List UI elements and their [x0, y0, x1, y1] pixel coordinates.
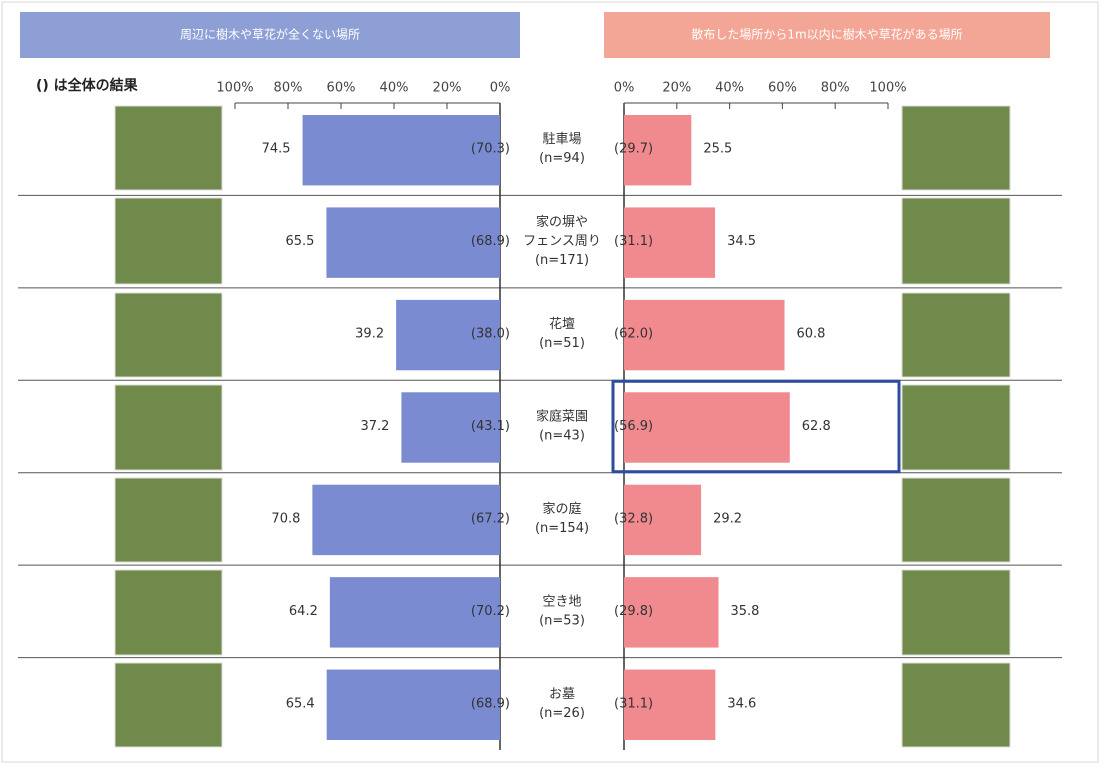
- right-header-text: 散布した場所から1m以内に樹木や草花がある場所: [691, 27, 962, 42]
- photo: [115, 570, 222, 655]
- photo: [902, 570, 1010, 655]
- value-label: 37.2: [360, 419, 389, 434]
- overall-label: (68.9): [471, 696, 510, 711]
- value-label: 65.5: [285, 234, 314, 249]
- photo: [902, 385, 1010, 470]
- x-tick-label: 80%: [821, 81, 850, 96]
- category-label: (n=171): [535, 253, 589, 268]
- category-label: (n=154): [535, 521, 589, 536]
- photo: [902, 663, 1010, 747]
- category-label: (n=26): [539, 706, 585, 721]
- photo: [115, 198, 222, 284]
- category-label: (n=94): [539, 151, 585, 166]
- x-tick-label: 60%: [768, 81, 797, 96]
- x-tick-label: 0%: [614, 81, 635, 96]
- photo: [115, 663, 222, 747]
- photo: [115, 478, 222, 562]
- overall-label: (32.8): [614, 511, 653, 526]
- value-label: 29.2: [713, 511, 742, 526]
- x-tick-label: 40%: [380, 81, 409, 96]
- overall-label: (56.9): [614, 419, 653, 434]
- value-label: 39.2: [355, 327, 384, 342]
- value-label: 35.8: [731, 604, 760, 619]
- overall-label: (70.3): [471, 142, 510, 157]
- x-tick-label: 60%: [327, 81, 356, 96]
- chart: 周辺に樹木や草花が全くない場所 散布した場所から1m以内に樹木や草花がある場所 …: [0, 0, 1110, 773]
- photo: [115, 385, 222, 470]
- category-label: 花壇: [549, 316, 575, 332]
- category-label: (n=43): [539, 429, 585, 444]
- photo: [115, 106, 222, 190]
- value-label: 64.2: [289, 604, 318, 619]
- photo: [902, 198, 1010, 284]
- category-label: 駐車場: [542, 132, 581, 147]
- photo: [115, 293, 222, 377]
- overall-label: (68.9): [471, 234, 510, 249]
- x-tick-label: 80%: [274, 81, 303, 96]
- category-label: (n=53): [539, 613, 585, 628]
- x-tick-label: 20%: [662, 81, 691, 96]
- value-label: 74.5: [262, 142, 291, 157]
- left-header-text: 周辺に樹木や草花が全くない場所: [180, 27, 360, 42]
- x-tick-label: 20%: [433, 81, 462, 96]
- category-label: お墓: [549, 687, 575, 702]
- value-label: 34.6: [727, 696, 756, 711]
- overall-label: (29.7): [614, 142, 653, 157]
- value-label: 34.5: [727, 234, 756, 249]
- value-label: 60.8: [797, 327, 826, 342]
- overall-label: (43.1): [471, 419, 510, 434]
- value-label: 70.8: [271, 511, 300, 526]
- photo: [902, 478, 1010, 562]
- category-label: フェンス周り: [523, 234, 601, 249]
- value-label: 65.4: [286, 696, 315, 711]
- overall-label: (70.2): [471, 604, 510, 619]
- overall-label: (29.8): [614, 604, 653, 619]
- overall-label: (67.2): [471, 511, 510, 526]
- x-tick-label: 0%: [490, 81, 511, 96]
- overall-label: (62.0): [614, 327, 653, 342]
- category-label: 家の塀や: [536, 214, 588, 230]
- category-label: (n=51): [539, 336, 585, 351]
- category-label: 家庭菜園: [536, 409, 588, 425]
- value-label: 62.8: [802, 419, 831, 434]
- category-label: 家の庭: [542, 501, 581, 517]
- overall-label: (31.1): [614, 234, 653, 249]
- overall-label: (31.1): [614, 696, 653, 711]
- photo: [902, 293, 1010, 377]
- photo: [902, 106, 1010, 190]
- value-label: 25.5: [703, 142, 732, 157]
- x-tick-label: 100%: [869, 81, 906, 96]
- overall-label: (38.0): [471, 327, 510, 342]
- category-label: 空き地: [542, 594, 581, 609]
- x-tick-label: 40%: [715, 81, 744, 96]
- note: () は全体の結果: [36, 77, 139, 94]
- x-tick-label: 100%: [216, 81, 253, 96]
